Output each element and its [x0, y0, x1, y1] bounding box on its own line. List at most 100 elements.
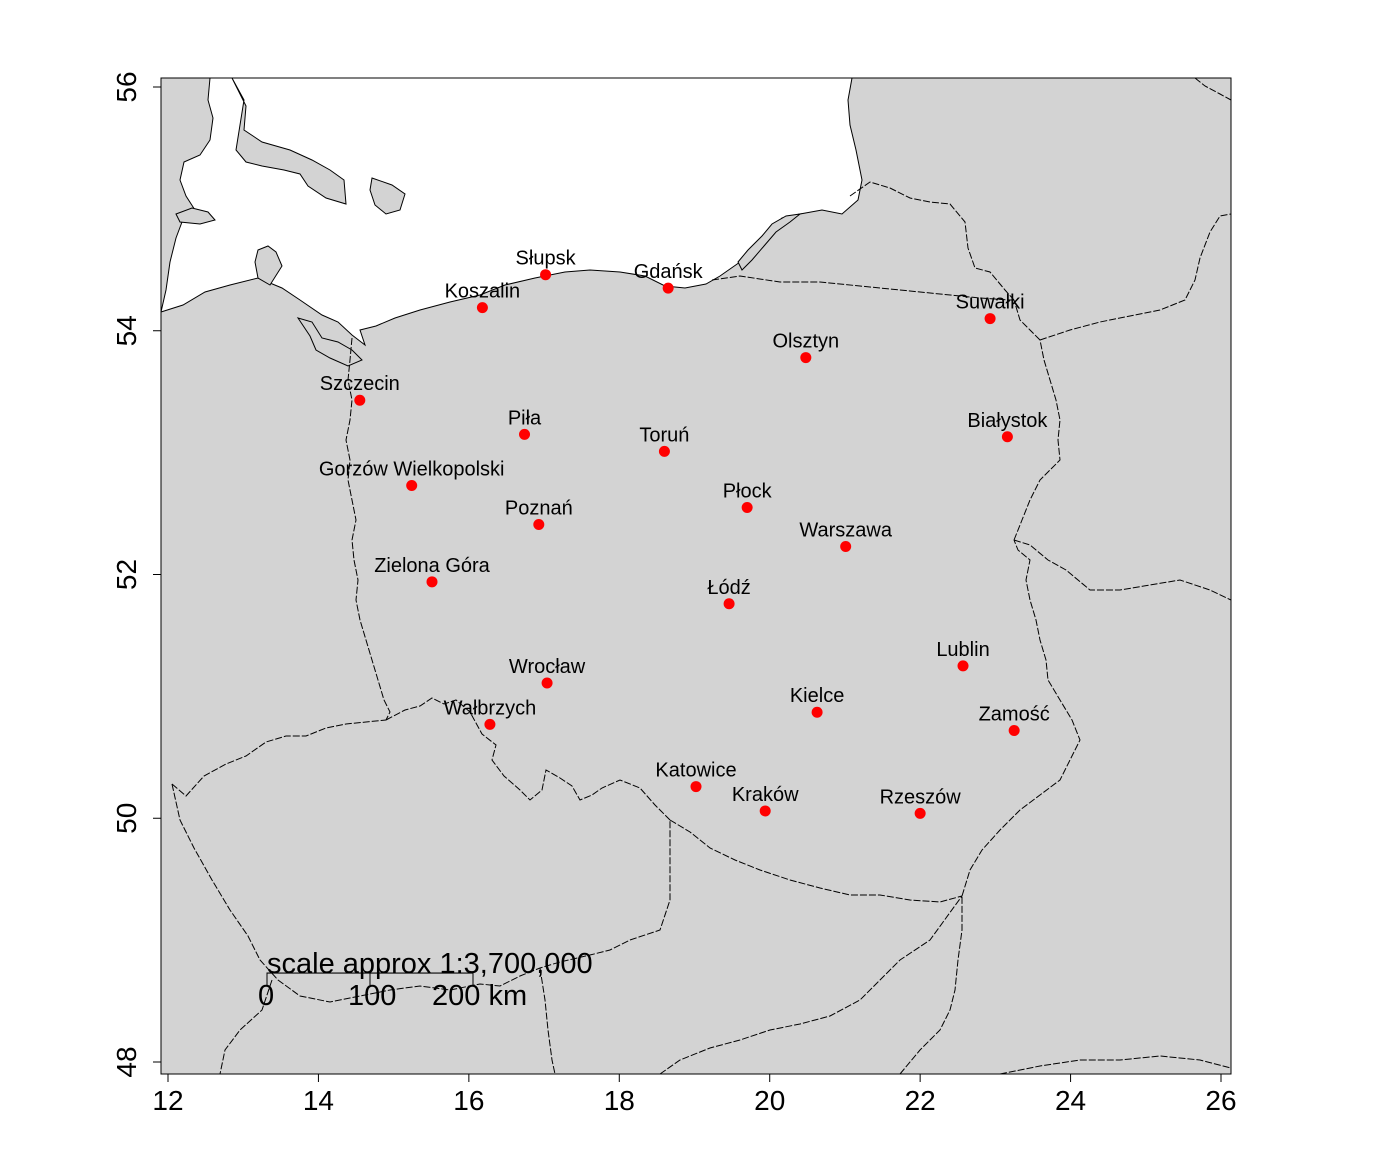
city-marker: Płock [723, 480, 773, 513]
city-label: Piła [508, 407, 542, 429]
y-tick-label: 56 [111, 71, 142, 102]
border-poland-ukraine [961, 539, 1081, 897]
city-marker: Gdańsk [634, 261, 704, 294]
border-belarus-ukraine [1013, 539, 1232, 601]
city-point [800, 352, 812, 364]
x-tick-label: 20 [754, 1085, 785, 1116]
city-label: Suwałki [956, 292, 1025, 314]
x-tick-label: 16 [453, 1085, 484, 1116]
city-point [957, 660, 969, 672]
city-point [519, 428, 531, 440]
island-3 [254, 245, 283, 286]
city-point [541, 677, 553, 689]
city-label: Zamość [979, 704, 1050, 726]
city-marker: Lublin [936, 639, 990, 672]
city-label: Słupsk [516, 248, 577, 270]
city-point [984, 313, 996, 325]
city-label: Białystok [967, 410, 1048, 432]
island-4 [231, 77, 347, 205]
city-marker: Gorzów Wielkopolski [319, 459, 505, 492]
city-point [406, 480, 418, 492]
city-point [540, 269, 552, 281]
city-marker: Rzeszów [880, 786, 962, 819]
scale-title: scale approx 1:3,700,000 [267, 948, 593, 980]
scale-label-0: 0 [258, 980, 274, 1012]
city-label: Kielce [790, 685, 844, 707]
x-tick-label: 22 [905, 1085, 936, 1116]
city-point [1001, 431, 1013, 443]
city-marker: Łódź [707, 577, 751, 610]
city-layer: Słupsk Gdańsk Koszalin Suwałki Olsztyn Szczec… [319, 248, 1050, 819]
city-label: Toruń [639, 424, 689, 446]
border-hungary-romania [899, 896, 963, 1075]
city-marker: Koszalin [445, 281, 521, 314]
city-label: Lublin [936, 639, 989, 661]
city-marker: Wrocław [509, 656, 586, 689]
city-label: Koszalin [445, 281, 521, 303]
lagoon-spit [296, 317, 363, 367]
city-point [741, 501, 753, 513]
city-point [476, 302, 488, 314]
x-tick-label: 24 [1055, 1085, 1086, 1116]
city-point [484, 718, 496, 730]
scale-bar: scale approx 1:3,700,000 0 100 200 km [258, 948, 593, 1012]
city-point [811, 706, 823, 718]
city-point [840, 540, 852, 552]
scale-label-200: 200 km [432, 980, 527, 1012]
city-point [723, 598, 735, 610]
border-poland-russia [711, 275, 1014, 301]
city-point [662, 282, 674, 294]
city-label: Rzeszów [880, 786, 962, 808]
border-ukraine-romania [999, 1055, 1232, 1075]
city-point [1008, 725, 1020, 736]
border-poland-czechia [385, 697, 671, 821]
city-marker: Zielona Góra [374, 555, 491, 588]
city-marker: Kielce [790, 685, 844, 718]
city-marker: Toruń [639, 424, 689, 457]
city-label: Kraków [732, 784, 799, 806]
city-label: Szczecin [320, 373, 400, 395]
city-marker: Warszawa [799, 519, 893, 552]
border-lithuania-belarus [1039, 213, 1232, 341]
city-point [354, 394, 366, 406]
city-label: Łódź [707, 577, 750, 599]
city-label: Wałbrzych [444, 697, 537, 719]
city-point [426, 576, 438, 588]
city-label: Zielona Góra [374, 555, 490, 577]
border-czechia-slovakia-austria [171, 783, 671, 1003]
city-label: Płock [723, 480, 773, 502]
city-point [690, 781, 702, 793]
land-northwest [160, 77, 214, 313]
city-marker: Katowice [655, 760, 737, 793]
city-marker: Wałbrzych [444, 697, 537, 730]
city-marker: Olsztyn [772, 331, 839, 364]
city-label: Katowice [655, 760, 736, 782]
city-label: Wrocław [509, 656, 586, 678]
x-tick-label: 14 [303, 1085, 334, 1116]
city-point [914, 807, 926, 819]
y-tick-label: 54 [111, 315, 142, 346]
city-label: Poznań [505, 498, 573, 520]
city-label: Gorzów Wielkopolski [319, 459, 505, 481]
land-west [160, 77, 1232, 1075]
island-1 [369, 177, 406, 215]
city-marker: Poznań [505, 498, 573, 531]
city-marker: Słupsk [516, 248, 577, 281]
x-tick-label: 18 [604, 1085, 635, 1116]
border-russia-lithuania [849, 181, 1015, 301]
city-marker: Zamość [979, 704, 1050, 736]
city-point [533, 519, 545, 531]
city-marker: Piła [508, 407, 542, 440]
border-czechia-germany [171, 719, 387, 797]
border-hungary-slovakia-east [659, 895, 963, 1075]
island-2 [175, 207, 216, 225]
y-axis: 48 50 52 54 56 [111, 71, 162, 1078]
border-poland-slovakia [669, 819, 963, 903]
city-label: Gdańsk [634, 261, 704, 283]
x-tick-label: 12 [152, 1085, 183, 1116]
x-tick-label: 26 [1205, 1085, 1236, 1116]
y-tick-label: 52 [111, 559, 142, 590]
border-germany-poland [345, 337, 391, 721]
x-axis: 12 14 16 18 20 22 24 26 [152, 1073, 1237, 1116]
city-marker: Szczecin [320, 373, 400, 406]
